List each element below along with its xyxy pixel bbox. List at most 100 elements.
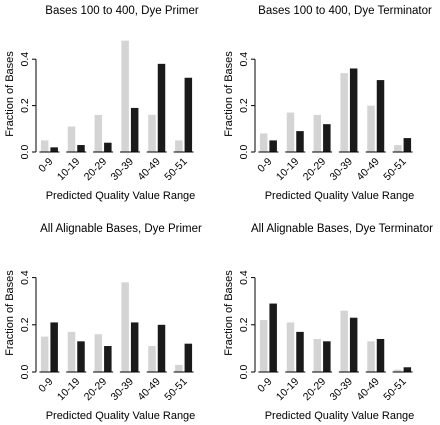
bar-series-1: [367, 105, 375, 152]
bar-series-2: [157, 63, 166, 153]
bar-series-2: [323, 341, 331, 372]
x-tick-label: 0-9: [36, 376, 55, 395]
x-tick-label: 20-29: [82, 376, 110, 404]
bar-series-2: [269, 140, 277, 152]
bar-series-2: [403, 138, 412, 152]
bar-series-1: [40, 140, 49, 152]
x-tick-label: 50-51: [162, 376, 190, 404]
chart-panel-2: Bases 100 to 400, Dye Terminator 0.0 0.2 0.…: [223, 5, 432, 202]
x-tick-label: 10-19: [274, 376, 302, 404]
bar-series-2: [104, 142, 112, 152]
y-axis-label: Fraction of Bases: [4, 51, 16, 137]
y-tick-label: 0.0: [238, 365, 250, 380]
x-tick-label: 30-39: [328, 376, 356, 404]
bar-series-2: [323, 124, 331, 152]
bar-series-1: [340, 310, 348, 372]
bar-series-2: [349, 317, 358, 372]
bar-series-2: [296, 331, 304, 372]
bar-series-2: [376, 80, 385, 152]
bar-series-1: [394, 145, 402, 152]
bar-series-2: [349, 68, 358, 152]
x-axis-label: Predicted Quality Value Range: [46, 190, 196, 202]
bar-series-1: [67, 126, 76, 152]
y-tick-label: 0.2: [19, 98, 31, 113]
y-tick-label: 0.4: [238, 52, 250, 67]
bar-series-1: [259, 133, 268, 152]
bar-series-1: [286, 112, 295, 152]
bar-series-1: [148, 346, 156, 372]
bar-series-1: [259, 320, 268, 372]
bar-series-2: [130, 107, 139, 152]
x-tick-label: 20-29: [301, 376, 329, 404]
x-tick-label: 30-39: [109, 156, 137, 184]
bar-series-2: [50, 322, 58, 372]
x-tick-label: 10-19: [274, 156, 302, 184]
x-tick-label: 0-9: [255, 376, 274, 395]
x-tick-label: 20-29: [82, 156, 110, 184]
bar-series-1: [313, 338, 322, 372]
x-tick-label: 40-49: [354, 156, 382, 184]
bar-series-1: [40, 336, 49, 372]
x-tick-label: 20-29: [301, 156, 329, 184]
bar-series-1: [340, 73, 348, 152]
y-tick-label: 0.4: [238, 270, 250, 285]
bar-series-1: [67, 331, 76, 372]
bar-series-1: [394, 369, 402, 372]
bar-series-2: [184, 77, 193, 152]
x-tick-label: 50-51: [381, 376, 409, 404]
chart-title: Bases 100 to 400, Dye Terminator: [258, 5, 432, 17]
bar-series-1: [367, 341, 375, 372]
bar-series-2: [77, 145, 85, 152]
chart-panel-4: All Alignable Bases, Dye Terminator 0.0 0.…: [223, 223, 433, 422]
x-tick-label: 10-19: [55, 156, 83, 184]
y-tick-label: 0.4: [19, 52, 31, 67]
bar-series-1: [121, 40, 129, 152]
x-tick-label: 10-19: [55, 376, 83, 404]
x-tick-label: 50-51: [381, 156, 409, 184]
x-axis-label: Predicted Quality Value Range: [265, 190, 415, 202]
y-tick-label: 0.0: [238, 145, 250, 160]
chart-title: All Alignable Bases, Dye Terminator: [251, 223, 433, 235]
bar-series-2: [130, 322, 139, 372]
y-tick-label: 0.2: [238, 98, 250, 113]
chart-panel-3: All Alignable Bases, Dye Primer 0.0 0.2 0.4…: [4, 223, 202, 422]
x-axis-label: Predicted Quality Value Range: [46, 410, 196, 422]
x-tick-label: 40-49: [135, 376, 163, 404]
bar-series-2: [403, 367, 412, 372]
x-tick-label: 40-49: [135, 156, 163, 184]
bar-series-1: [175, 140, 183, 152]
y-axis-label: Fraction of Bases: [223, 270, 235, 356]
y-tick-label: 0.2: [238, 317, 250, 332]
bar-series-2: [269, 303, 277, 372]
bar-series-2: [77, 341, 85, 372]
x-tick-label: 0-9: [255, 156, 274, 175]
bar-series-2: [296, 131, 304, 152]
x-tick-label: 30-39: [328, 156, 356, 184]
bar-series-2: [104, 346, 112, 372]
x-axis-label: Predicted Quality Value Range: [265, 410, 415, 422]
x-tick-label: 40-49: [354, 376, 382, 404]
bar-series-1: [94, 334, 103, 372]
y-tick-label: 0.4: [19, 270, 31, 285]
bar-series-1: [313, 114, 322, 152]
y-axis-label: Fraction of Bases: [223, 51, 235, 137]
bar-series-1: [286, 322, 295, 372]
bar-series-2: [157, 324, 166, 372]
y-tick-label: 0.2: [19, 317, 31, 332]
bar-series-1: [175, 364, 183, 372]
x-tick-label: 50-51: [162, 156, 190, 184]
bar-series-1: [94, 114, 103, 152]
bar-series-2: [376, 338, 385, 372]
bar-series-2: [50, 147, 58, 152]
chart-panel-1: Bases 100 to 400, Dye Primer 0.0 0.2 0.4Fra…: [4, 5, 199, 202]
bar-series-1: [148, 114, 156, 152]
bar-series-1: [121, 282, 129, 372]
y-axis-label: Fraction of Bases: [4, 270, 16, 356]
y-tick-label: 0.0: [19, 365, 31, 380]
bar-series-2: [184, 343, 193, 372]
y-tick-label: 0.0: [19, 145, 31, 160]
x-tick-label: 30-39: [109, 376, 137, 404]
chart-title: All Alignable Bases, Dye Primer: [40, 223, 202, 235]
chart-title: Bases 100 to 400, Dye Primer: [45, 5, 199, 17]
